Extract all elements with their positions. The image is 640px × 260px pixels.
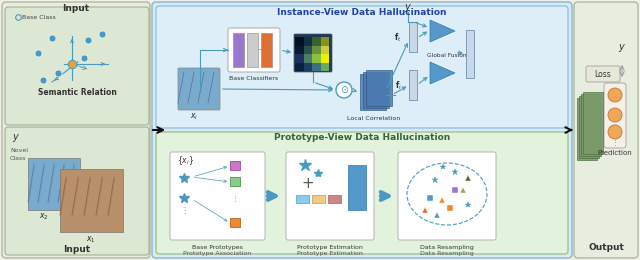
Text: ⋮: ⋮ xyxy=(232,195,239,201)
Text: ···: ··· xyxy=(258,47,264,53)
FancyBboxPatch shape xyxy=(156,6,568,128)
FancyBboxPatch shape xyxy=(228,28,280,72)
Bar xyxy=(321,62,329,71)
Bar xyxy=(363,72,389,108)
Bar xyxy=(312,62,321,71)
Text: Novel: Novel xyxy=(10,147,28,153)
Bar xyxy=(230,218,240,227)
FancyBboxPatch shape xyxy=(586,66,620,82)
Text: Input: Input xyxy=(63,3,90,12)
Bar xyxy=(409,22,417,52)
Text: Class: Class xyxy=(10,155,26,160)
FancyBboxPatch shape xyxy=(286,152,374,240)
Text: Base Class: Base Class xyxy=(22,15,56,20)
FancyBboxPatch shape xyxy=(5,127,149,255)
Polygon shape xyxy=(430,20,455,42)
Bar xyxy=(577,98,597,160)
Bar xyxy=(366,70,392,106)
Text: ⋮: ⋮ xyxy=(611,139,618,145)
Bar xyxy=(303,62,312,71)
FancyBboxPatch shape xyxy=(294,34,332,72)
Bar xyxy=(312,37,321,45)
Circle shape xyxy=(608,108,622,122)
Text: $\mathbf{f}_t$: $\mathbf{f}_t$ xyxy=(394,32,402,44)
Text: +: + xyxy=(301,177,314,192)
Bar xyxy=(581,94,601,156)
Bar xyxy=(230,161,240,170)
Bar xyxy=(312,46,321,54)
FancyBboxPatch shape xyxy=(152,2,572,258)
Bar xyxy=(261,33,272,67)
Bar xyxy=(60,169,123,232)
Text: Prototype Estimation: Prototype Estimation xyxy=(297,244,363,250)
FancyBboxPatch shape xyxy=(604,83,626,148)
Bar xyxy=(295,54,303,62)
Text: Input: Input xyxy=(63,245,91,255)
Text: Data Resampling: Data Resampling xyxy=(420,244,474,250)
Bar xyxy=(409,70,417,100)
Text: Prototype-View Data Hallucination: Prototype-View Data Hallucination xyxy=(274,133,450,142)
Bar xyxy=(303,54,312,62)
Bar xyxy=(28,158,80,210)
Text: $\mathbf{f}_i$: $\mathbf{f}_i$ xyxy=(395,80,402,92)
Text: $\{x_i\}$: $\{x_i\}$ xyxy=(177,155,194,167)
Bar xyxy=(348,165,366,210)
Text: ⋮: ⋮ xyxy=(180,205,188,214)
Bar xyxy=(295,46,303,54)
Text: Local Correlation: Local Correlation xyxy=(348,115,401,120)
FancyBboxPatch shape xyxy=(2,2,150,258)
Bar xyxy=(296,195,309,203)
Bar xyxy=(579,96,599,158)
Circle shape xyxy=(608,125,622,139)
Text: Prototype Estimation: Prototype Estimation xyxy=(297,250,363,256)
Text: $x_2$: $x_2$ xyxy=(39,212,49,222)
Bar xyxy=(295,37,303,45)
Text: $y$: $y$ xyxy=(404,2,412,14)
Text: Semantic Relation: Semantic Relation xyxy=(38,88,116,96)
Text: Loss: Loss xyxy=(595,69,611,79)
Bar xyxy=(247,33,258,67)
Text: $x_1$: $x_1$ xyxy=(86,235,96,245)
Text: Prediction: Prediction xyxy=(598,150,632,156)
FancyBboxPatch shape xyxy=(178,68,220,110)
Circle shape xyxy=(336,82,352,98)
FancyBboxPatch shape xyxy=(574,2,638,258)
Bar xyxy=(233,33,244,67)
Text: Base Prototypes: Base Prototypes xyxy=(191,244,243,250)
Bar xyxy=(360,74,386,110)
Bar xyxy=(312,54,321,62)
Text: $y$: $y$ xyxy=(618,42,626,54)
Text: Base Classifiers: Base Classifiers xyxy=(229,75,278,81)
Text: Instance-View Data Hallucination: Instance-View Data Hallucination xyxy=(277,8,447,16)
Bar xyxy=(583,92,603,154)
Bar xyxy=(466,30,474,78)
Bar xyxy=(312,195,325,203)
Bar xyxy=(303,46,312,54)
Bar xyxy=(295,62,303,71)
Text: ⊙: ⊙ xyxy=(340,85,348,95)
Text: $y$: $y$ xyxy=(12,132,20,144)
Bar xyxy=(328,195,341,203)
Bar xyxy=(321,37,329,45)
FancyBboxPatch shape xyxy=(156,132,568,254)
Polygon shape xyxy=(430,62,455,84)
Circle shape xyxy=(608,88,622,102)
Bar xyxy=(321,54,329,62)
FancyBboxPatch shape xyxy=(5,7,149,125)
FancyBboxPatch shape xyxy=(170,152,265,240)
Bar xyxy=(303,37,312,45)
Bar xyxy=(230,177,240,186)
Text: $x_i$: $x_i$ xyxy=(190,112,198,122)
Text: Data Resampling: Data Resampling xyxy=(420,250,474,256)
Bar xyxy=(321,46,329,54)
Text: Output: Output xyxy=(588,244,624,252)
Text: Global Fusion: Global Fusion xyxy=(428,53,467,57)
Text: Prototype Association: Prototype Association xyxy=(183,250,251,256)
FancyBboxPatch shape xyxy=(398,152,496,240)
